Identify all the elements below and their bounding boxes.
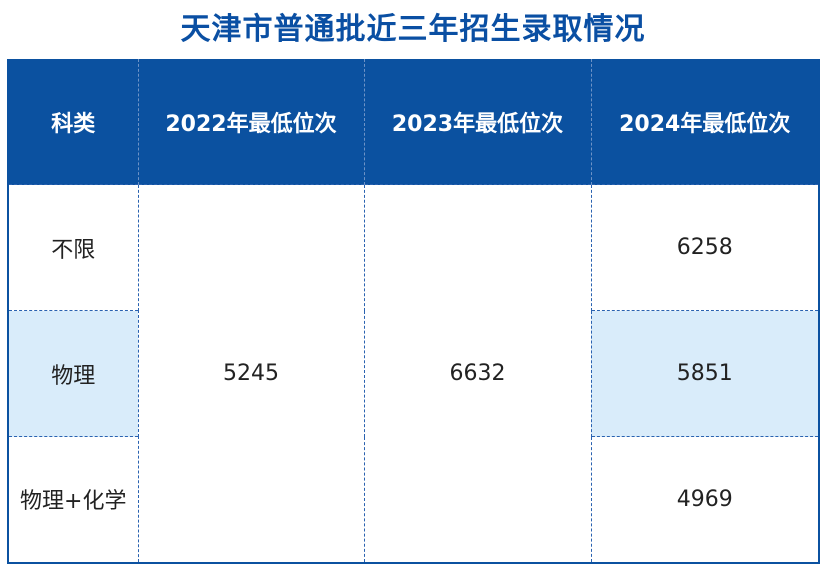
table-row: 物理+化学 4969	[8, 436, 819, 563]
admission-table: 科类 2022年最低位次 2023年最低位次 2024年最低位次 不限 5245…	[7, 59, 820, 564]
row-category: 不限	[8, 184, 138, 311]
header-2022: 2022年最低位次	[138, 59, 365, 185]
row-2024-value: 5851	[590, 310, 819, 437]
header-2024: 2024年最低位次	[591, 59, 819, 185]
table-header-row: 科类 2022年最低位次 2023年最低位次 2024年最低位次	[8, 59, 819, 185]
row-category: 物理+化学	[8, 436, 138, 563]
row-category: 物理	[8, 310, 138, 437]
header-category: 科类	[8, 59, 139, 185]
header-2023: 2023年最低位次	[364, 59, 592, 185]
row-2024-value: 6258	[590, 184, 819, 311]
page-title: 天津市普通批近三年招生录取情况	[180, 12, 646, 47]
merged-2023-value: 6632	[363, 184, 591, 563]
table-row: 物理 5851	[8, 310, 819, 437]
merged-2022-value: 5245	[137, 184, 364, 563]
row-2024-value: 4969	[590, 436, 819, 563]
table-row: 不限 5245 6632 6258	[8, 184, 819, 563]
